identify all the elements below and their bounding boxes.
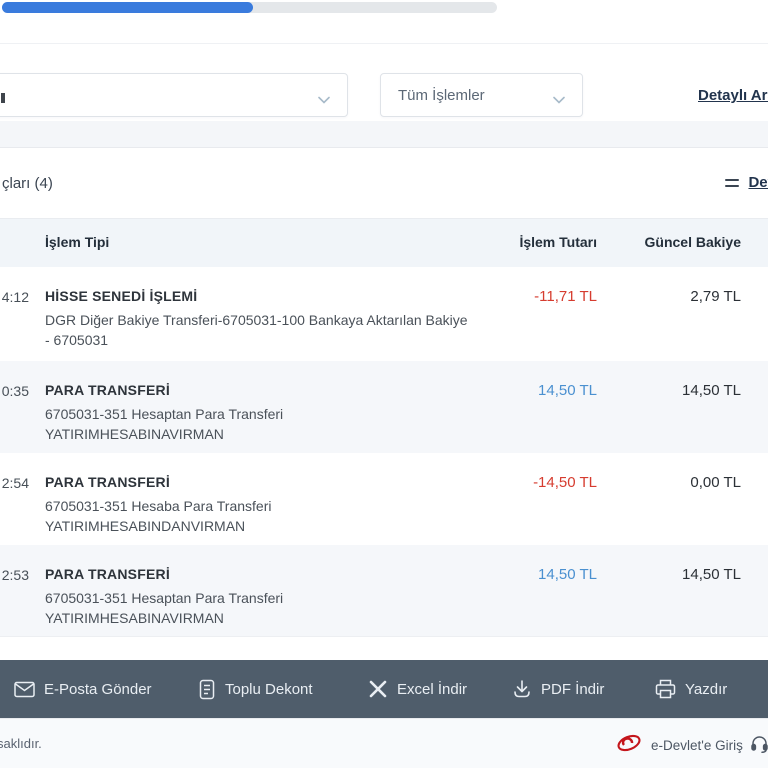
button-label: PDF İndir [541, 681, 604, 698]
transaction-balance: 14,50 TL [682, 566, 741, 583]
email-send-button[interactable]: E-Posta Gönder [14, 660, 152, 718]
action-toolbar: E-Posta Gönder Toplu Dekont Excel İndir [0, 660, 768, 718]
envelope-icon [14, 681, 35, 698]
transaction-main: PARA TRANSFERİ 6705031-351 Hesaptan Para… [45, 566, 481, 628]
headset-icon[interactable] [750, 734, 768, 758]
transaction-amount: 14,50 TL [538, 566, 597, 583]
table-row[interactable]: 2:54 PARA TRANSFERİ 6705031-351 Hesaba P… [0, 453, 768, 545]
transaction-description-line2: YATIRIMHESABINAVIRMAN [45, 608, 475, 628]
print-button[interactable]: Yazdır [655, 660, 727, 718]
printer-icon [655, 679, 676, 699]
table-row[interactable]: 2:53 PARA TRANSFERİ 6705031-351 Hesaptan… [0, 545, 768, 637]
transaction-type-value: Tüm İşlemler [381, 87, 485, 104]
column-header-type: İşlem Tipi [45, 234, 109, 250]
transaction-main: PARA TRANSFERİ 6705031-351 Hesaptan Para… [45, 382, 481, 444]
button-label: E-Posta Gönder [44, 681, 152, 698]
column-header-amount: İşlem Tutarı [519, 234, 597, 250]
transaction-description: 6705031-351 Hesaba Para Transferi YATIRI… [45, 496, 475, 536]
transaction-balance: 14,50 TL [682, 382, 741, 399]
transaction-time: 0:35 [0, 383, 29, 399]
transaction-amount: -14,50 TL [533, 474, 597, 491]
edevlet-logo-icon [615, 731, 643, 760]
page: Tüm İşlemler Detaylı Ara çları (4) Dev İ… [0, 0, 768, 768]
button-label: Toplu Dekont [225, 681, 313, 698]
account-dropdown-truncated-text [1, 93, 5, 103]
transaction-title: PARA TRANSFERİ [45, 382, 481, 398]
table-row[interactable]: 4:12 HİSSE SENEDİ İŞLEMİ DGR Diğer Bakiy… [0, 267, 768, 361]
transaction-description-line2: YATIRIMHESABINAVIRMAN [45, 424, 475, 444]
results-count-title: çları (4) [2, 175, 53, 192]
column-header-balance: Güncel Bakiye [645, 234, 742, 250]
view-link[interactable]: Dev [748, 174, 768, 191]
results-section: çları (4) Dev İşlem Tipi İşlem Tutarı Gü… [0, 148, 768, 637]
chevron-down-icon [318, 91, 330, 109]
list-icon [725, 175, 739, 191]
table-row[interactable]: 0:35 PARA TRANSFERİ 6705031-351 Hesaptan… [0, 361, 768, 453]
transaction-title: HİSSE SENEDİ İŞLEMİ [45, 288, 481, 304]
transaction-main: PARA TRANSFERİ 6705031-351 Hesaba Para T… [45, 474, 481, 536]
chevron-down-icon [553, 91, 565, 109]
copyright-text: saklıdır. [0, 736, 42, 751]
transaction-time: 2:54 [0, 475, 29, 491]
button-label: Yazdır [685, 681, 727, 698]
transaction-time: 2:53 [0, 567, 29, 583]
transaction-description-line1: 6705031-351 Hesaptan Para Transferi [45, 588, 475, 608]
table-header: İşlem Tipi İşlem Tutarı Güncel Bakiye [0, 219, 768, 267]
footer: saklıdır. e-Devlet'e Giriş [0, 718, 768, 768]
section-gap [0, 121, 768, 148]
download-icon [512, 679, 532, 699]
transaction-type-dropdown[interactable]: Tüm İşlemler [380, 73, 583, 117]
view-options[interactable]: Dev [725, 174, 768, 191]
transaction-description-line1: 6705031-351 Hesaptan Para Transferi [45, 404, 475, 424]
edevlet-login-link[interactable]: e-Devlet'e Giriş [615, 731, 743, 760]
transaction-amount: -11,71 TL [534, 288, 597, 305]
transaction-main: HİSSE SENEDİ İŞLEMİ DGR Diğer Bakiye Tra… [45, 288, 481, 350]
horizontal-scrollbar-track[interactable] [2, 2, 497, 13]
transaction-description: DGR Diğer Bakiye Transferi-6705031-100 B… [45, 310, 475, 350]
transaction-balance: 0,00 TL [690, 474, 741, 491]
excel-icon [368, 680, 388, 698]
account-dropdown[interactable] [0, 73, 348, 117]
transaction-time: 4:12 [0, 289, 29, 305]
transaction-amount: 14,50 TL [538, 382, 597, 399]
transaction-description: 6705031-351 Hesaptan Para Transferi YATI… [45, 404, 475, 444]
pdf-download-button[interactable]: PDF İndir [512, 660, 604, 718]
transaction-title: PARA TRANSFERİ [45, 566, 481, 582]
excel-download-button[interactable]: Excel İndir [368, 660, 467, 718]
edevlet-label: e-Devlet'e Giriş [651, 738, 743, 753]
transaction-description-line2: YATIRIMHESABINDANVIRMAN [45, 516, 475, 536]
transaction-title: PARA TRANSFERİ [45, 474, 481, 490]
results-header: çları (4) Dev [0, 148, 768, 219]
transaction-balance: 2,79 TL [690, 288, 741, 305]
transaction-description: 6705031-351 Hesaptan Para Transferi YATI… [45, 588, 475, 628]
detailed-search-link[interactable]: Detaylı Ara [698, 87, 768, 104]
filter-bar: Tüm İşlemler Detaylı Ara [0, 44, 768, 121]
button-label: Excel İndir [397, 681, 467, 698]
transaction-description-line1: 6705031-351 Hesaba Para Transferi [45, 496, 475, 516]
document-icon [198, 679, 216, 700]
horizontal-scrollbar-thumb[interactable] [2, 2, 253, 13]
bulk-receipt-button[interactable]: Toplu Dekont [198, 660, 313, 718]
